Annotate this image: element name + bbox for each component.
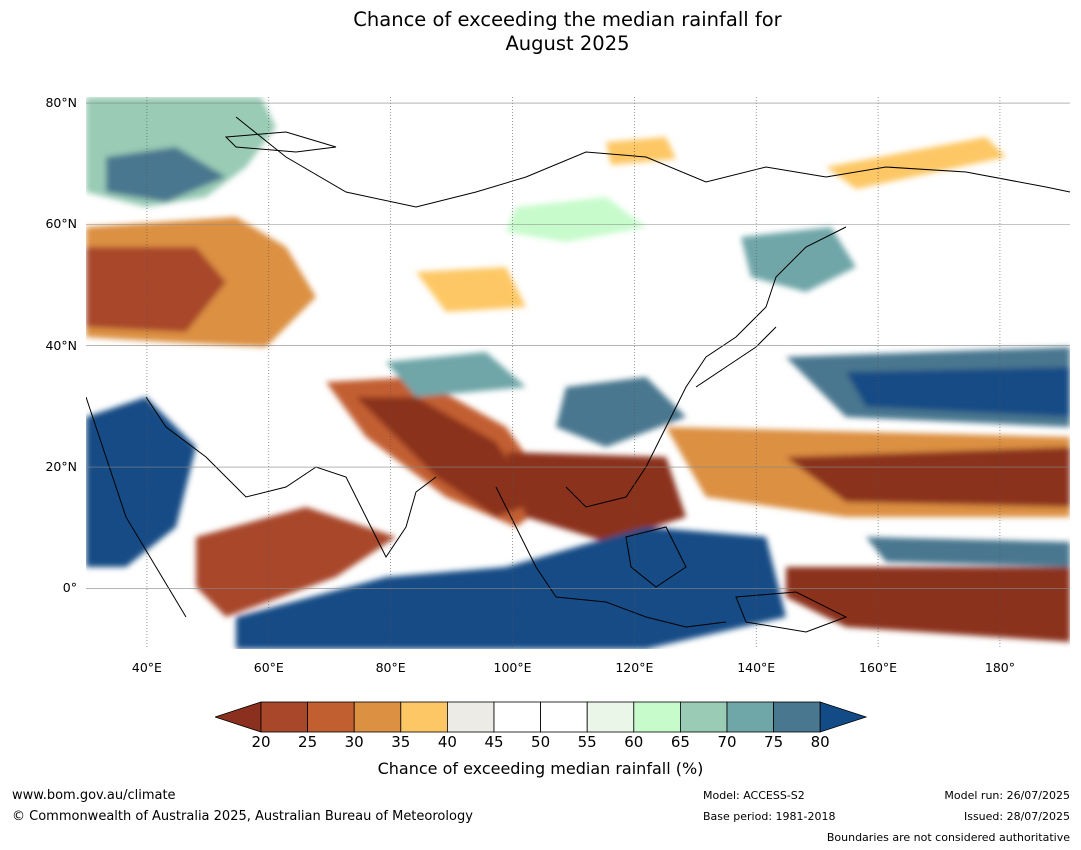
colorbar-tick-label: 40 — [437, 733, 457, 751]
siberia-light-green — [506, 197, 646, 242]
colorbar-band — [260, 701, 308, 733]
coastline-borneo — [625, 526, 687, 588]
latitude-tick-label: 40°N — [45, 337, 77, 353]
central-asia-yellow — [416, 267, 526, 312]
colorbar-tick-label: 20 — [251, 733, 271, 751]
graticule — [86, 97, 1070, 649]
model-run-date: Model run: 26/07/2025 — [944, 789, 1070, 802]
colorbar-tick-label: 60 — [624, 733, 644, 751]
north-siberia-orange — [606, 137, 676, 165]
rainfall-probability-map — [86, 97, 1070, 649]
longitude-tick-label: 100°E — [493, 660, 532, 675]
coastline-arctic-island — [224, 131, 337, 153]
indian-ocean-wet — [236, 527, 786, 649]
coastline-indochina — [495, 486, 557, 598]
latitude-tick-label: 60°N — [45, 216, 77, 232]
kamchatka-teal — [741, 227, 856, 292]
colorbar-band — [633, 701, 681, 733]
arctic-east-orange — [826, 137, 1006, 189]
east-africa-wet — [86, 397, 196, 567]
colorbar-tick-label: 75 — [764, 733, 784, 751]
longitude-tick-label: 80°E — [375, 660, 406, 675]
colorbar-tick-label: 45 — [484, 733, 504, 751]
colorbar-band — [400, 701, 448, 733]
latitude-tick-label: 0° — [62, 580, 77, 596]
issued-date: Issued: 28/07/2025 — [963, 810, 1070, 823]
longitude-tick-label: 180° — [984, 660, 1015, 675]
colorbar-tick-label: 70 — [717, 733, 737, 751]
north-pacific-wet-core — [846, 367, 1070, 417]
colorbar-band — [773, 701, 821, 733]
coastlines — [86, 116, 1070, 633]
colorbar-tick-label: 80 — [810, 733, 830, 751]
colorbar-tick-label: 25 — [298, 733, 318, 751]
colorbar-title: Chance of exceeding median rainfall (%) — [377, 759, 704, 778]
europe-dry-core — [86, 247, 226, 332]
coastline-east-asia — [565, 226, 847, 508]
longitude-tick-label: 60°E — [253, 660, 284, 675]
coastline-new-guinea — [735, 591, 848, 633]
colorbar-band — [679, 701, 728, 733]
boundary-disclaimer: Boundaries are not considered authoritat… — [826, 831, 1070, 844]
coastline-indonesia — [555, 596, 727, 628]
tibet-wet — [386, 352, 526, 397]
coastline-japan — [695, 326, 777, 388]
longitude-tick-label: 160°E — [859, 660, 898, 675]
colorbar-tick-label: 55 — [577, 733, 597, 751]
base-period: Base period: 1981-2018 — [703, 810, 836, 823]
model-name: Model: ACCESS-S2 — [703, 789, 805, 802]
colorbar — [215, 701, 867, 733]
china-wet — [556, 377, 686, 447]
coastline-eurasia-north — [235, 116, 1070, 208]
west-pacific-dry-core — [786, 447, 1070, 507]
colorbar-band — [307, 701, 355, 733]
colorbar-tick-label: 35 — [391, 733, 411, 751]
map-title-line-1: Chance of exceeding the median rainfall … — [353, 8, 782, 31]
latitude-tick-label: 80°N — [45, 95, 77, 111]
india-dry-core — [356, 397, 536, 517]
probability-shading — [86, 97, 1070, 649]
copyright-notice: © Commonwealth of Australia 2025, Austra… — [12, 809, 473, 824]
longitude-tick-label: 140°E — [737, 660, 776, 675]
colorbar-band — [726, 701, 774, 733]
colorbar-band — [446, 701, 495, 733]
central-pacific-wet-strip — [866, 537, 1070, 567]
colorbar-tick-label: 65 — [670, 733, 690, 751]
colorbar-under-arrow — [215, 701, 262, 733]
colorbar-band — [586, 701, 635, 733]
colorbar-band — [493, 701, 541, 733]
colorbar-tick-label: 50 — [531, 733, 551, 751]
website-link[interactable]: www.bom.gov.au/climate — [12, 788, 176, 803]
arabian-sea-dry — [196, 507, 396, 617]
coastline-africa — [86, 396, 187, 618]
map-title-line-2: August 2025 — [505, 32, 630, 55]
latitude-tick-label: 20°N — [45, 459, 77, 475]
longitude-tick-label: 120°E — [615, 660, 654, 675]
colorbar-band — [540, 701, 588, 733]
map-title: Chance of exceeding the median rainfall … — [0, 8, 1081, 56]
colorbar-over-arrow — [819, 701, 867, 733]
coastline-arabia-india — [145, 396, 437, 558]
equatorial-pacific-dry — [786, 567, 1070, 642]
colorbar-tick-label: 30 — [344, 733, 364, 751]
colorbar-band — [353, 701, 402, 733]
longitude-tick-label: 40°E — [131, 660, 162, 675]
arctic-wet-core — [106, 147, 226, 202]
